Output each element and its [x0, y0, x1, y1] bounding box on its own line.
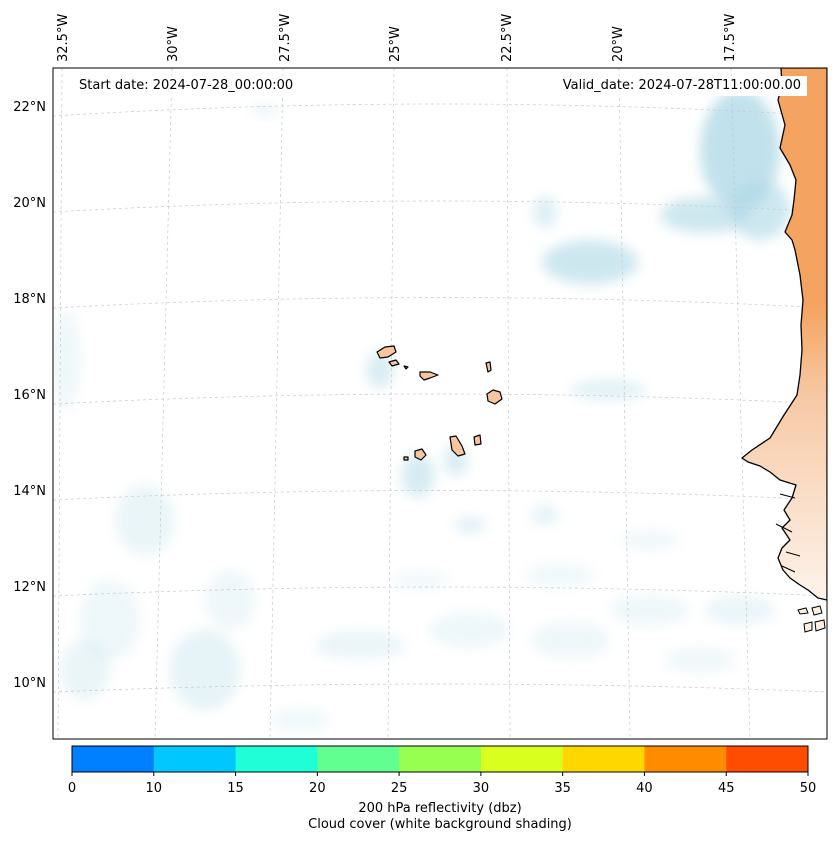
- colorbar-block: [399, 746, 482, 772]
- longitude-labels: 32.5°W 30°W 27.5°W 25°W 22.5°W 20°W 17.5…: [56, 14, 738, 62]
- colorbar-block: [726, 746, 809, 772]
- map-border: [52, 67, 828, 740]
- lon-label: 25°W: [388, 26, 403, 62]
- latitude-labels: 22°N 20°N 18°N 16°N 14°N 12°N 10°N: [13, 100, 46, 691]
- colorbar-blocks: [72, 746, 809, 772]
- island-fogo: [414, 448, 427, 461]
- island-sao-nicolau: [419, 371, 439, 381]
- gridlines: [53, 68, 827, 739]
- africa-landmass: [741, 68, 827, 601]
- colorbar-block: [235, 746, 318, 772]
- island-brava: [403, 456, 409, 461]
- island-santa-luzia: [403, 365, 409, 370]
- colorbar-block: [562, 746, 645, 772]
- colorbar-subtitle: Cloud cover (white background shading): [308, 817, 572, 832]
- map-area: [53, 68, 827, 739]
- colorbar-tick-label: 0: [68, 781, 76, 796]
- lat-label: 18°N: [13, 292, 46, 307]
- colorbar-title: 200 hPa reflectivity (dbz): [358, 801, 522, 816]
- colorbar-block: [480, 746, 564, 772]
- lon-label: 32.5°W: [56, 14, 71, 62]
- colorbar-tick-label: 50: [800, 781, 817, 796]
- colorbar: 0 10 15 20 25 30 35 40 45 50: [68, 745, 816, 796]
- colorbar-tick-label: 15: [227, 781, 244, 796]
- colorbar-block: [644, 746, 727, 772]
- coast-detail: [775, 493, 801, 573]
- lon-label: 20°W: [611, 26, 626, 62]
- lat-label: 16°N: [13, 388, 46, 403]
- lat-label: 12°N: [13, 580, 46, 595]
- lat-label: 20°N: [13, 196, 46, 211]
- island-sao-vicente: [388, 359, 400, 367]
- cape-verde-islands: [376, 345, 503, 461]
- colorbar-block: [317, 746, 400, 772]
- island-santiago: [449, 435, 466, 457]
- lon-label: 27.5°W: [278, 14, 293, 62]
- colorbar-block: [153, 746, 237, 772]
- colorbar-tick-label: 20: [309, 781, 326, 796]
- bijagos-islands: [797, 605, 826, 633]
- colorbar-outline: [71, 745, 809, 773]
- start-date-label: Start date: 2024-07-28_00:00:00: [73, 76, 300, 96]
- colorbar-ticks: 0 10 15 20 25 30 35 40 45 50: [68, 772, 816, 796]
- island-boa-vista: [486, 389, 503, 405]
- colorbar-tick-label: 10: [146, 781, 163, 796]
- lon-label: 22.5°W: [500, 14, 515, 62]
- colorbar-tick-label: 30: [473, 781, 490, 796]
- lon-label: 30°W: [166, 26, 181, 62]
- colorbar-tick-label: 25: [391, 781, 408, 796]
- lat-label: 22°N: [13, 100, 46, 115]
- colorbar-block: [72, 746, 155, 772]
- island-sal: [485, 361, 492, 373]
- lat-label: 14°N: [13, 484, 46, 499]
- lat-label: 10°N: [13, 676, 46, 691]
- colorbar-tick-label: 45: [718, 781, 735, 796]
- lon-label: 17.5°W: [723, 14, 738, 62]
- island-santo-antao: [376, 345, 397, 359]
- valid-date-label: Valid_date: 2024-07-28T11:00:00.00: [556, 76, 807, 96]
- colorbar-tick-label: 40: [636, 781, 653, 796]
- island-maio: [473, 434, 482, 446]
- colorbar-tick-label: 35: [554, 781, 571, 796]
